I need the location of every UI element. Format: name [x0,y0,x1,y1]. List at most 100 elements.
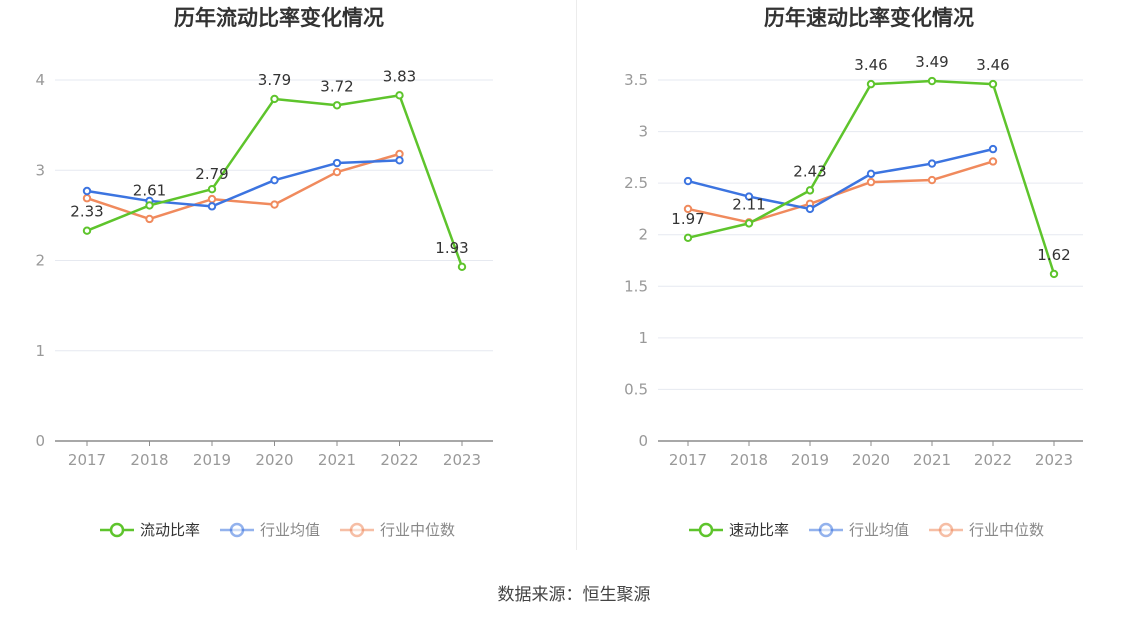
legend-label: 行业中位数 [969,521,1044,539]
legend-item: 流动比率 [100,521,200,539]
x-tick-label: 2017 [68,451,106,469]
data-point [683,176,693,186]
data-point [683,233,693,243]
data-label: 3.46 [854,56,887,74]
data-label: 1.93 [435,239,468,257]
legend-item: 行业中位数 [340,521,455,539]
data-point [744,192,754,201]
legend-marker [109,522,125,538]
y-tick-label: 3.5 [624,71,648,89]
series-line-2 [687,160,994,224]
legend-item: 行业均值 [809,521,909,539]
data-point [805,204,815,214]
x-tick-label: 2020 [255,451,293,469]
quick-ratio-chart: 历年速动比率变化情况 0 0.5 1 1.5 2 2.5 3 3.5 2017 2018 2019 20… [624,6,1083,539]
x-tick-label: 2019 [193,451,231,469]
data-point [866,177,876,187]
data-label: 1.97 [671,210,704,228]
data-point [82,194,92,203]
x-tick-label: 2018 [730,451,768,469]
data-label: 1.62 [1037,246,1070,264]
data-label: 2.11 [732,195,765,213]
x-tick-label: 2023 [443,451,481,469]
data-point [332,101,342,110]
x-tick-label: 2018 [130,451,168,469]
y-tick-label: 2 [35,252,45,270]
x-tick-label: 2021 [913,451,951,469]
y-tick-label: 0 [638,432,648,450]
series-line-2 [86,152,400,221]
data-point [82,186,92,196]
data-point [270,175,279,185]
x-tick-label: 2017 [669,451,707,469]
data-point [683,204,693,214]
data-point [805,186,815,195]
y-tick-label: 0 [35,432,45,450]
x-tick-label: 2020 [852,451,890,469]
x-tick-label: 2022 [380,451,418,469]
legend-marker [698,522,714,538]
x-tick-label: 2021 [318,451,356,469]
data-label: 2.33 [70,203,103,221]
series-line-1 [687,147,994,211]
legend-marker [938,522,954,538]
data-point [927,175,937,185]
data-point [207,202,217,211]
y-tick-label: 2 [638,226,648,244]
legend-item: 行业中位数 [929,521,1044,539]
data-point [988,79,998,89]
data-point [988,144,998,154]
y-tick-label: 2.5 [624,174,648,192]
legend-label: 行业均值 [849,521,909,539]
data-point [207,185,217,194]
data-point [270,200,279,209]
current-ratio-chart: 历年流动比率变化情况 0 1 2 3 4 2017 2018 2019 2020 2021 2022 2… [35,6,493,539]
data-point [866,79,876,89]
series-line-1 [86,159,400,208]
y-tick-label: 1 [638,329,648,347]
data-label: 3.83 [383,67,416,85]
data-point [332,167,342,177]
x-tick-label: 2023 [1035,451,1073,469]
data-point [744,219,754,228]
data-point [145,201,154,210]
data-label: 3.72 [320,77,353,95]
data-point [270,94,279,104]
data-point [927,159,937,168]
x-tick-label: 2019 [791,451,829,469]
y-tick-label: 3 [35,161,45,179]
y-tick-label: 4 [35,71,45,89]
x-tick-label: 2022 [974,451,1012,469]
data-point [988,157,998,166]
data-label: 3.49 [915,53,948,71]
data-point [457,262,467,272]
data-label: 3.46 [976,56,1009,74]
data-point [82,226,92,235]
data-label: 2.79 [195,165,228,183]
legend-marker [229,522,245,538]
legend-label: 速动比率 [729,521,789,539]
y-tick-label: 1 [35,342,45,360]
data-source: 数据来源：恒生聚源 [497,585,651,605]
legend-item: 行业均值 [220,521,320,539]
legend-item: 速动比率 [689,521,789,539]
legend-marker [818,522,834,538]
data-point [395,91,404,100]
chart-title: 历年速动比率变化情况 [764,6,974,30]
legend-label: 流动比率 [140,521,200,539]
legend-marker [349,522,365,538]
data-label: 3.79 [258,71,291,89]
data-point [145,214,154,224]
y-tick-label: 3 [638,123,648,141]
legend-label: 行业中位数 [380,521,455,539]
y-tick-label: 1.5 [624,277,648,295]
data-label: 2.61 [133,181,166,199]
data-point [395,156,404,165]
legend-label: 行业均值 [260,521,320,539]
data-label: 2.43 [793,162,826,180]
data-point [1049,269,1059,279]
data-point [332,158,342,168]
chart-title: 历年流动比率变化情况 [174,6,384,30]
data-point [927,76,937,86]
data-point [207,194,217,204]
